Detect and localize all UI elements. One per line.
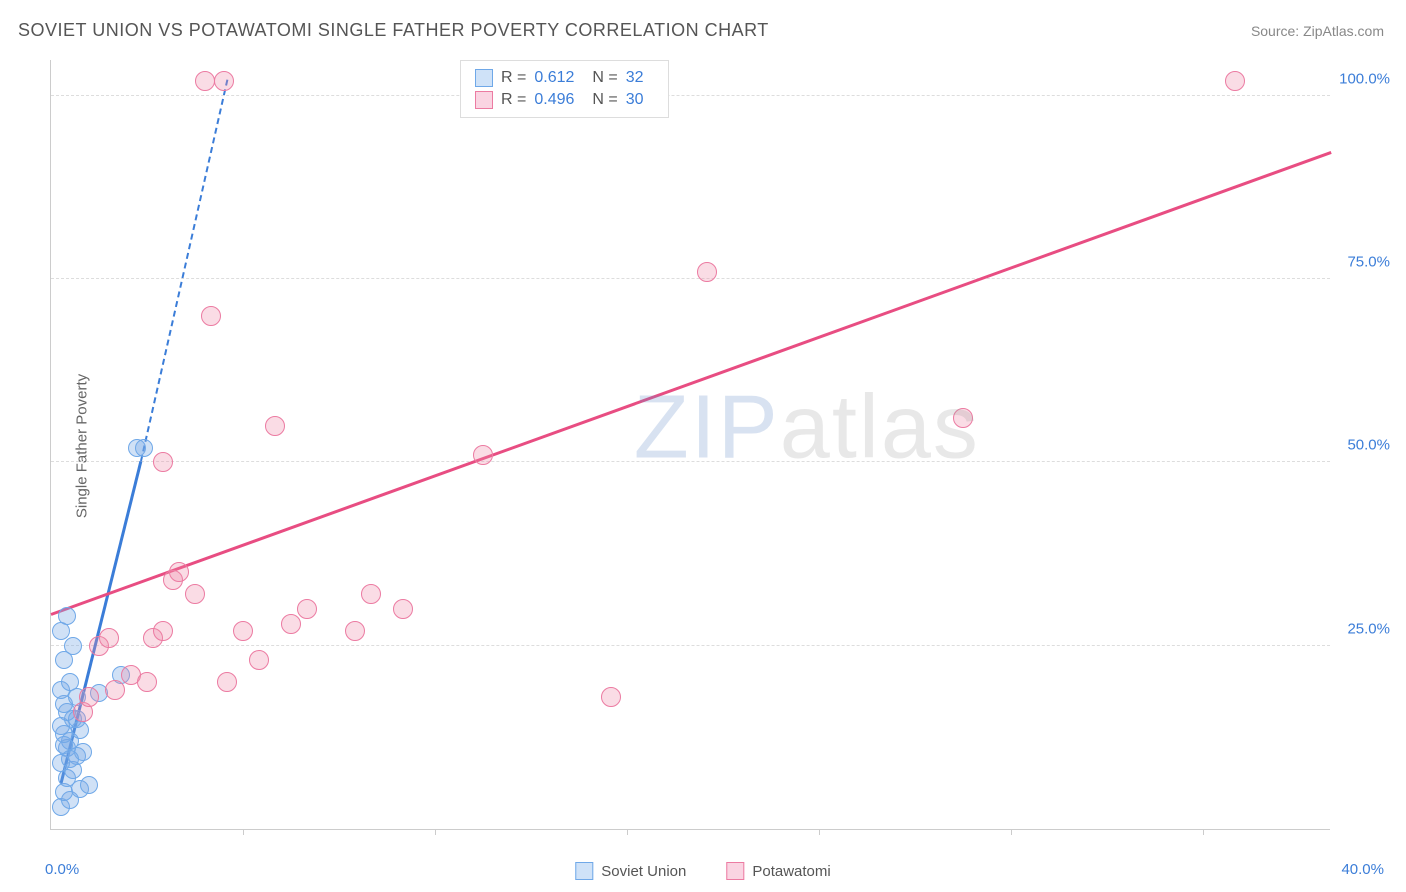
- data-point: [79, 687, 99, 707]
- legend-label: Potawatomi: [752, 863, 830, 880]
- legend-item: Soviet Union: [575, 862, 686, 880]
- data-point: [153, 621, 173, 641]
- y-tick-label: 75.0%: [1347, 254, 1390, 271]
- data-point: [61, 673, 79, 691]
- data-point: [135, 439, 153, 457]
- data-point: [185, 584, 205, 604]
- legend-item: Potawatomi: [726, 862, 830, 880]
- data-point: [80, 776, 98, 794]
- gridline: [51, 645, 1330, 646]
- data-point: [297, 599, 317, 619]
- data-point: [697, 262, 717, 282]
- x-tick: [819, 829, 820, 835]
- data-point: [217, 672, 237, 692]
- r-value: 0.496: [534, 91, 574, 109]
- y-tick-label: 100.0%: [1339, 70, 1390, 87]
- r-value: 0.612: [534, 69, 574, 87]
- x-tick: [1011, 829, 1012, 835]
- data-point: [61, 750, 79, 768]
- data-point: [64, 637, 82, 655]
- gridline: [51, 461, 1330, 462]
- data-point: [393, 599, 413, 619]
- x-axis-max-label: 40.0%: [1341, 861, 1384, 878]
- gridline: [51, 95, 1330, 96]
- data-point: [265, 416, 285, 436]
- legend-swatch: [475, 69, 493, 87]
- n-label: N =: [592, 69, 617, 87]
- data-point: [473, 445, 493, 465]
- data-point: [233, 621, 253, 641]
- stats-legend: R = 0.612 N = 32 R = 0.496 N = 30: [460, 60, 669, 118]
- n-value: 32: [626, 69, 644, 87]
- legend-label: Soviet Union: [601, 863, 686, 880]
- n-value: 30: [626, 91, 644, 109]
- stats-legend-row: R = 0.612 N = 32: [475, 67, 654, 89]
- r-label: R =: [501, 91, 526, 109]
- data-point: [58, 607, 76, 625]
- data-point: [214, 71, 234, 91]
- data-point: [345, 621, 365, 641]
- data-point: [249, 650, 269, 670]
- trend-line: [50, 151, 1331, 616]
- data-point: [201, 306, 221, 326]
- gridline: [51, 278, 1330, 279]
- data-point: [99, 628, 119, 648]
- data-point: [153, 452, 173, 472]
- series-legend: Soviet Union Potawatomi: [575, 862, 830, 880]
- x-tick: [243, 829, 244, 835]
- data-point: [281, 614, 301, 634]
- trend-line: [140, 80, 228, 462]
- data-point: [601, 687, 621, 707]
- y-tick-label: 25.0%: [1347, 620, 1390, 637]
- n-label: N =: [592, 91, 617, 109]
- source-attribution: Source: ZipAtlas.com: [1251, 23, 1384, 39]
- data-point: [137, 672, 157, 692]
- x-axis-min-label: 0.0%: [45, 861, 79, 878]
- data-point: [105, 680, 125, 700]
- r-label: R =: [501, 69, 526, 87]
- legend-swatch: [575, 862, 593, 880]
- data-point: [1225, 71, 1245, 91]
- y-tick-label: 50.0%: [1347, 437, 1390, 454]
- data-point: [169, 562, 189, 582]
- legend-swatch: [726, 862, 744, 880]
- chart-title: SOVIET UNION VS POTAWATOMI SINGLE FATHER…: [18, 20, 769, 41]
- legend-swatch: [475, 91, 493, 109]
- plot-area: 25.0%50.0%75.0%100.0%: [50, 60, 1330, 830]
- x-tick: [627, 829, 628, 835]
- x-tick: [435, 829, 436, 835]
- data-point: [953, 408, 973, 428]
- stats-legend-row: R = 0.496 N = 30: [475, 89, 654, 111]
- data-point: [361, 584, 381, 604]
- x-tick: [1203, 829, 1204, 835]
- data-point: [195, 71, 215, 91]
